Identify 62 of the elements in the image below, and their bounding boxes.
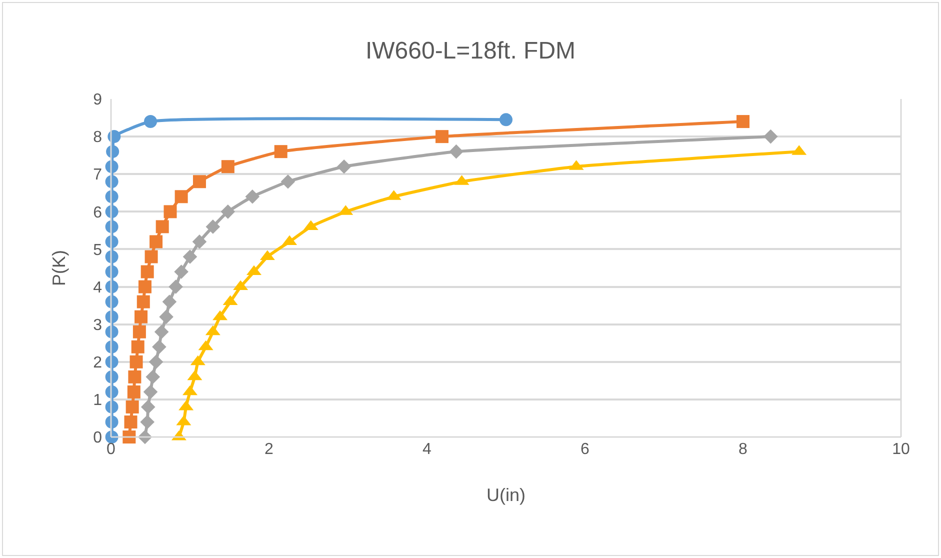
y-tick-label: 5 <box>93 242 102 259</box>
point <box>174 264 188 279</box>
point <box>136 295 150 308</box>
point <box>127 385 140 398</box>
point <box>436 130 449 144</box>
point <box>220 204 236 219</box>
x-tick-label: 4 <box>422 441 432 458</box>
point <box>154 324 169 339</box>
y-tick-label: 2 <box>93 354 102 372</box>
point <box>144 115 157 128</box>
point <box>168 280 183 294</box>
y-tick-label: 7 <box>93 166 102 184</box>
point <box>245 189 260 204</box>
point <box>138 280 152 294</box>
point <box>156 220 169 234</box>
x-tick-label: 6 <box>580 441 590 458</box>
point <box>192 175 206 188</box>
point <box>736 115 750 128</box>
point <box>140 400 156 414</box>
point <box>140 265 154 278</box>
point <box>143 384 158 400</box>
point <box>150 235 163 248</box>
point <box>130 355 143 368</box>
chart-title: IW660-L=18ft. FDM <box>365 37 576 64</box>
y-tick-label: 0 <box>93 430 102 447</box>
point <box>274 145 288 158</box>
y-tick-label: 1 <box>93 392 102 410</box>
point <box>174 190 188 204</box>
x-tick-label: 2 <box>264 441 274 458</box>
x-tick-label: 0 <box>106 441 116 458</box>
y-tick-label: 4 <box>93 279 102 296</box>
point <box>134 310 148 324</box>
point <box>146 370 160 384</box>
point <box>124 415 138 428</box>
point <box>280 174 296 189</box>
point <box>449 144 464 159</box>
y-axis-title: P(K) <box>49 250 69 286</box>
point <box>128 370 142 384</box>
y-tick-label: 8 <box>93 129 102 146</box>
point <box>221 160 234 174</box>
point <box>132 325 146 338</box>
point <box>764 129 778 144</box>
point <box>192 234 207 249</box>
point <box>152 340 166 354</box>
x-axis-title: U(in) <box>486 485 526 505</box>
point <box>148 354 164 370</box>
point <box>336 159 352 174</box>
point <box>144 250 158 264</box>
point <box>159 310 174 324</box>
point <box>131 340 144 354</box>
y-tick-label: 3 <box>93 316 102 334</box>
x-tick-label: 10 <box>892 441 910 458</box>
y-tick-label: 6 <box>93 204 102 222</box>
point <box>206 220 220 234</box>
point <box>140 414 154 430</box>
y-tick-label: 9 <box>93 92 102 109</box>
x-tick-label: 8 <box>738 441 748 458</box>
point <box>162 294 177 309</box>
point <box>164 205 177 218</box>
point <box>126 400 139 414</box>
point <box>500 113 512 126</box>
point <box>182 250 198 264</box>
